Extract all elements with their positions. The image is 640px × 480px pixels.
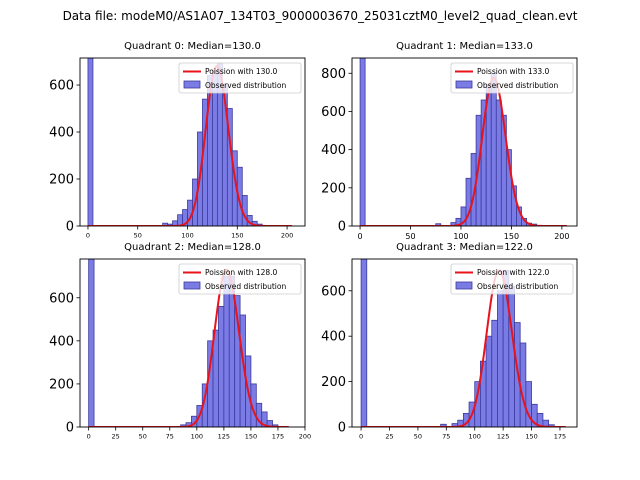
x-tick-label: 75 — [442, 433, 450, 441]
y-tick-label: 400 — [321, 143, 346, 158]
legend: Poission with 128.0 Observed distribution — [178, 263, 302, 295]
x-tick-label: 200 — [554, 232, 569, 241]
poisson-curve — [88, 268, 289, 427]
plot-area-1 — [359, 58, 567, 226]
axes-frame — [351, 258, 578, 428]
legend-entry-poisson: Poission with 122.0 — [477, 268, 550, 277]
legend: Poission with 130.0 Observed distribution — [178, 62, 302, 94]
subplot-quadrant-2: Quadrant 2: Median=128.0 0 25 50 75 100 125 150… — [49, 242, 311, 441]
y-tick-label: 0 — [66, 421, 74, 436]
poisson-curve — [360, 77, 567, 226]
histogram-bar — [359, 58, 366, 226]
legend-bar-swatch — [183, 80, 201, 89]
y-tick-label: 600 — [49, 79, 74, 94]
histogram-bar — [485, 335, 493, 427]
x-tick-label: 125 — [497, 433, 509, 441]
x-tick-label: 25 — [112, 433, 120, 441]
x-tick-label: 0 — [358, 232, 363, 241]
x-tick-label: 75 — [166, 433, 174, 441]
x-tick-label: 150 — [245, 433, 257, 441]
legend-entry-poisson: Poission with 133.0 — [477, 67, 550, 76]
y-tick-label: 400 — [321, 330, 346, 345]
legend: Poission with 133.0 Observed distribution — [450, 62, 574, 94]
histogram-bar — [212, 70, 218, 226]
histogram-bar — [495, 99, 502, 226]
plot-area-0 — [87, 58, 293, 226]
legend-box — [178, 62, 302, 94]
subplot-quadrant-0: Quadrant 0: Median=130.0 0 50 100 150 200 0 200… — [49, 41, 306, 240]
subplot-quadrant-1: Quadrant 1: Median=133.0 0 50 100 150 200 0 200… — [321, 41, 578, 241]
x-tick-label: 175 — [272, 433, 284, 441]
x-tick-label: 100 — [181, 232, 193, 240]
axes-frame — [79, 57, 306, 227]
poisson-curve — [361, 269, 566, 427]
histogram-bar — [490, 72, 497, 226]
y-tick-label: 200 — [49, 377, 74, 392]
legend-entry-poisson: Poission with 130.0 — [205, 67, 278, 76]
histogram-bar — [87, 58, 94, 226]
y-tick-label: 600 — [321, 284, 346, 299]
legend-bar-swatch — [455, 80, 473, 89]
x-tick-label: 150 — [504, 232, 519, 241]
legend-bar-swatch — [183, 281, 201, 290]
x-tick-label: 50 — [139, 433, 147, 441]
x-tick-label: 150 — [525, 433, 537, 441]
x-tick-label: 200 — [299, 433, 311, 441]
histogram-bar — [497, 290, 504, 427]
figure-suptitle: Data file: modeM0/AS1A07_134T03_90000036… — [62, 9, 578, 23]
subplot-title: Quadrant 0: Median=130.0 — [124, 41, 261, 52]
x-tick-label: 100 — [191, 433, 203, 441]
x-tick-label: 100 — [469, 433, 481, 441]
legend-entry-observed: Observed distribution — [205, 282, 286, 291]
legend-entry-observed: Observed distribution — [477, 81, 558, 90]
subplot-title: Quadrant 3: Median=122.0 — [396, 242, 533, 253]
y-tick-label: 200 — [49, 173, 74, 188]
x-tick-label: 200 — [281, 232, 293, 240]
histogram-bar — [88, 259, 95, 427]
legend-box — [178, 263, 302, 295]
legend-bar-swatch — [455, 281, 473, 290]
y-tick-label: 200 — [321, 181, 346, 196]
x-tick-label: 0 — [86, 232, 90, 240]
y-tick-label: 600 — [49, 291, 74, 306]
axes-frame — [79, 258, 306, 428]
axes-frame — [351, 57, 578, 227]
legend-entry-observed: Observed distribution — [477, 282, 558, 291]
x-tick-label: 175 — [554, 433, 566, 441]
legend-box — [450, 263, 574, 295]
y-tick-label: 400 — [49, 334, 74, 349]
x-tick-label: 25 — [385, 433, 393, 441]
histogram-bar — [218, 305, 225, 427]
y-tick-label: 0 — [66, 220, 74, 235]
x-tick-label: 150 — [231, 232, 243, 240]
x-tick-label: 50 — [134, 232, 142, 240]
y-tick-label: 200 — [321, 375, 346, 390]
histogram-bar — [508, 285, 515, 427]
y-tick-label: 0 — [338, 421, 346, 436]
y-tick-label: 600 — [321, 105, 346, 120]
legend-entry-poisson: Poission with 128.0 — [205, 268, 278, 277]
legend: Poission with 122.0 Observed distribution — [450, 263, 574, 295]
subplot-quadrant-3: Quadrant 3: Median=122.0 0 25 50 75 100 125 150… — [321, 242, 578, 441]
y-tick-label: 0 — [338, 220, 346, 235]
legend-box — [450, 62, 574, 94]
x-tick-label: 0 — [359, 433, 363, 441]
histogram-bar — [360, 259, 368, 427]
subplot-title: Quadrant 1: Median=133.0 — [396, 41, 533, 52]
histogram-bar — [491, 319, 498, 427]
x-tick-label: 50 — [414, 433, 422, 441]
x-tick-label: 100 — [453, 232, 468, 241]
x-tick-label: 125 — [218, 433, 230, 441]
subplot-title: Quadrant 2: Median=128.0 — [124, 242, 261, 253]
x-tick-label: 50 — [405, 232, 415, 241]
y-tick-label: 800 — [321, 67, 346, 82]
histogram-bar — [223, 275, 230, 427]
y-tick-label: 400 — [49, 126, 74, 141]
x-tick-label: 0 — [87, 433, 91, 441]
legend-entry-observed: Observed distribution — [205, 81, 286, 90]
histogram-bar — [435, 223, 442, 226]
